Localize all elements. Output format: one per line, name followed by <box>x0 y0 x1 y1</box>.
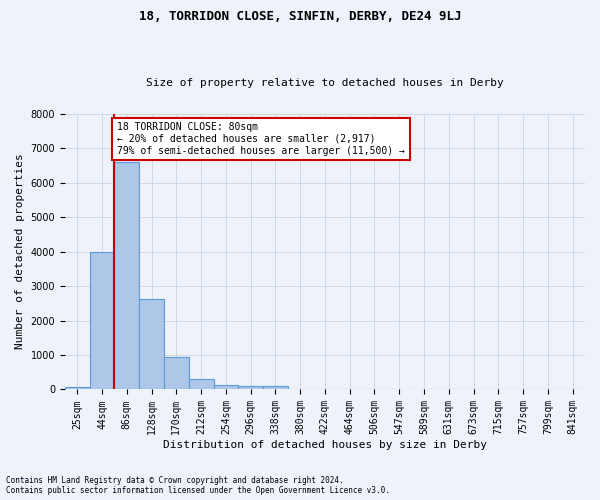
Text: Contains HM Land Registry data © Crown copyright and database right 2024.
Contai: Contains HM Land Registry data © Crown c… <box>6 476 390 495</box>
Bar <box>65 386 89 390</box>
Bar <box>164 356 189 390</box>
Bar <box>238 386 263 390</box>
Bar <box>189 379 214 390</box>
Bar <box>89 252 115 390</box>
Title: Size of property relative to detached houses in Derby: Size of property relative to detached ho… <box>146 78 504 88</box>
Bar <box>263 386 288 390</box>
Bar <box>214 385 238 390</box>
Bar <box>139 299 164 390</box>
X-axis label: Distribution of detached houses by size in Derby: Distribution of detached houses by size … <box>163 440 487 450</box>
Bar <box>115 162 139 390</box>
Text: 18, TORRIDON CLOSE, SINFIN, DERBY, DE24 9LJ: 18, TORRIDON CLOSE, SINFIN, DERBY, DE24 … <box>139 10 461 23</box>
Y-axis label: Number of detached properties: Number of detached properties <box>15 154 25 350</box>
Text: 18 TORRIDON CLOSE: 80sqm
← 20% of detached houses are smaller (2,917)
79% of sem: 18 TORRIDON CLOSE: 80sqm ← 20% of detach… <box>117 122 405 156</box>
